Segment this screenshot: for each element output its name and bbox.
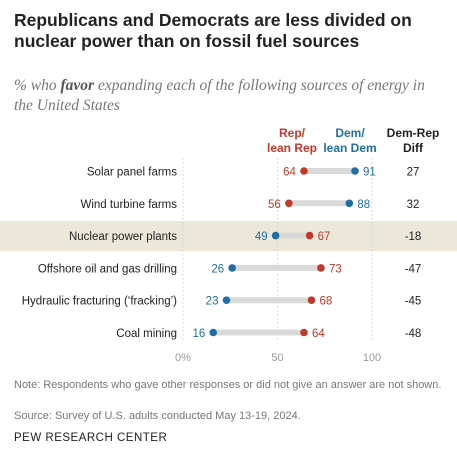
subtitle-emphasis: favor (60, 77, 95, 94)
legend-rep-label-line1: Rep/ (279, 126, 306, 140)
subtitle-prefix: % who (14, 77, 61, 94)
dem-dot (222, 296, 231, 305)
rep-value-label: 64 (283, 167, 296, 179)
rep-dot (285, 199, 293, 208)
dem-dot (345, 199, 354, 208)
row-3: Offshore oil and gas drilling 73 26 -47 (38, 263, 421, 275)
rep-dot (307, 296, 316, 305)
category-label: Offshore oil and gas drilling (38, 263, 177, 275)
rep-dot (300, 167, 308, 175)
dem-dot (228, 264, 236, 272)
diff-value: 32 (407, 199, 420, 211)
gridlines (182, 158, 373, 342)
chart-note: Note: Respondents who gave other respons… (14, 379, 442, 391)
rep-value-label: 56 (268, 199, 281, 211)
x-tick-label: 0% (175, 352, 191, 364)
row-1: Wind turbine farms 56 88 32 (80, 199, 419, 211)
dem-dot (271, 231, 280, 240)
highlight-band (0, 221, 457, 251)
subtitle-suffix: expanding each of the following sources … (14, 77, 425, 114)
category-label: Coal mining (116, 328, 177, 340)
dem-value-label: 23 (206, 296, 219, 308)
chart-rows: Solar panel farms 64 91 27 Wind turbine farm… (22, 167, 422, 341)
legend-diff-label-line2: Diff (403, 141, 424, 155)
chart-title: Republicans and Democrats are less divid… (14, 10, 412, 51)
dem-value-label: 26 (211, 263, 224, 275)
legend-diff-label-line1: Dem-Rep (387, 126, 440, 140)
chart-subtitle: % who favor expanding each of the follow… (14, 76, 434, 116)
category-label: Wind turbine farms (80, 199, 177, 211)
rep-value-label: 68 (320, 296, 333, 308)
rep-value-label: 67 (318, 231, 331, 243)
legend-dem-label-line2: lean Dem (323, 141, 376, 155)
dem-value-label: 49 (255, 231, 268, 243)
rep-dot (300, 328, 308, 337)
dem-dot (209, 328, 218, 337)
dem-value-label: 91 (363, 167, 376, 179)
row-5: Coal mining 64 16 -48 (116, 328, 421, 340)
dem-value-label: 16 (192, 328, 205, 340)
category-label: Nuclear power plants (69, 231, 177, 243)
rep-dot (317, 264, 325, 272)
row-2: Nuclear power plants 67 49 -18 (69, 231, 421, 243)
diff-value: 27 (407, 167, 420, 179)
diff-value: -18 (405, 231, 422, 243)
rep-value-label: 73 (329, 263, 342, 275)
rep-dot (305, 231, 314, 240)
dot-plot: Rep/ lean Rep Dem/ lean Dem Dem-Rep Diff… (0, 126, 457, 364)
diff-value: -45 (405, 296, 422, 308)
category-label: Hydraulic fracturing (‘fracking’) (22, 296, 177, 308)
category-label: Solar panel farms (87, 167, 177, 179)
diff-value: -47 (405, 263, 422, 275)
dem-value-label: 88 (357, 199, 370, 211)
x-axis-ticks: 0% 50 100 (175, 352, 381, 364)
x-tick-label: 50 (271, 352, 283, 364)
legend-dem-label-line1: Dem/ (335, 126, 365, 140)
row-0: Solar panel farms 64 91 27 (87, 167, 420, 179)
x-tick-label: 100 (363, 352, 381, 364)
organization-credit: PEW RESEARCH CENTER (14, 432, 168, 444)
rep-value-label: 64 (312, 328, 325, 340)
row-4: Hydraulic fracturing (‘fracking’) 68 23 -45 (22, 296, 422, 308)
diff-value: -48 (405, 328, 422, 340)
chart-source: Source: Survey of U.S. adults conducted … (14, 410, 301, 422)
dem-dot (351, 167, 359, 175)
legend-rep-label-line2: lean Rep (267, 141, 317, 155)
